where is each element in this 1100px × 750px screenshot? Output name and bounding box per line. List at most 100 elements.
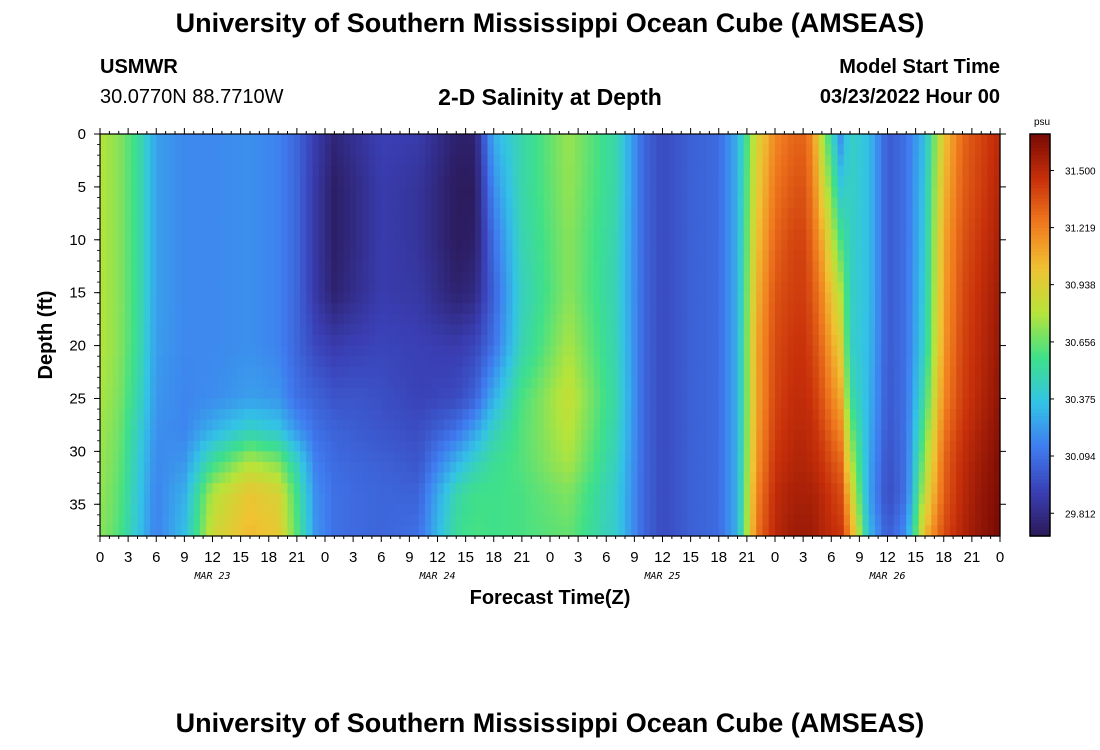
heatmap-cell [356, 430, 364, 442]
heatmap-cell [287, 313, 295, 326]
heatmap-cell [518, 504, 526, 516]
heatmap-cell [643, 313, 651, 326]
heatmap-cell [831, 260, 839, 273]
heatmap-cell [343, 461, 351, 474]
heatmap-cell [262, 282, 270, 294]
heatmap-cell [781, 324, 789, 336]
heatmap-cell [650, 419, 657, 431]
heatmap-cell [418, 208, 426, 220]
heatmap-cell [556, 356, 564, 368]
heatmap-cell [543, 176, 551, 188]
heatmap-cell [537, 419, 545, 431]
heatmap-cell [306, 430, 314, 442]
heatmap-cell [781, 335, 789, 347]
heatmap-cell [106, 250, 114, 262]
heatmap-cell [787, 493, 795, 505]
heatmap-cell [143, 356, 151, 368]
heatmap-cell [343, 409, 351, 421]
heatmap-cell [425, 282, 432, 294]
heatmap-cell [831, 493, 839, 505]
heatmap-cell [131, 208, 139, 220]
heatmap-cell [368, 419, 376, 431]
heatmap-cell [612, 144, 620, 156]
heatmap-cell [475, 324, 482, 336]
heatmap-cell [437, 303, 445, 315]
heatmap-cell [775, 208, 782, 220]
heatmap-cell [656, 335, 664, 347]
heatmap-cell [681, 250, 689, 262]
heatmap-cell [156, 525, 164, 537]
heatmap-cell [756, 218, 764, 230]
heatmap-cell [262, 292, 270, 304]
heatmap-cell [206, 134, 214, 146]
heatmap-cell [206, 430, 214, 442]
heatmap-cell [425, 377, 432, 389]
heatmap-cell [131, 409, 139, 421]
heatmap-cell [725, 440, 732, 452]
heatmap-cell [706, 409, 714, 421]
heatmap-cell [893, 525, 901, 537]
heatmap-cell [150, 239, 157, 251]
heatmap-cell [775, 313, 782, 326]
heatmap-cell [400, 260, 407, 273]
heatmap-cell [593, 525, 601, 537]
heatmap-cell [275, 218, 282, 230]
heatmap-cell [643, 461, 651, 474]
heatmap-cell [218, 387, 226, 400]
heatmap-cell [600, 451, 607, 463]
heatmap-cell [768, 398, 776, 410]
heatmap-cell [493, 345, 501, 357]
heatmap-cell [400, 409, 407, 421]
heatmap-cell [400, 292, 407, 304]
heatmap-cell [612, 335, 620, 347]
heatmap-cell [637, 366, 645, 378]
heatmap-cell [106, 504, 114, 516]
heatmap-cell [381, 409, 389, 421]
heatmap-cell [256, 155, 264, 167]
heatmap-cell [356, 155, 364, 167]
heatmap-cell [518, 483, 526, 495]
heatmap-cell [881, 208, 889, 220]
heatmap-cell [575, 229, 582, 241]
heatmap-cell [275, 260, 282, 273]
heatmap-cell [437, 239, 445, 251]
heatmap-cell [281, 430, 289, 442]
heatmap-cell [381, 472, 389, 484]
heatmap-cell [243, 218, 251, 230]
heatmap-cell [437, 208, 445, 220]
heatmap-cell [143, 472, 151, 484]
heatmap-cell [668, 514, 676, 527]
heatmap-cell [425, 176, 432, 188]
heatmap-cell [218, 430, 226, 442]
heatmap-cell [706, 461, 714, 474]
heatmap-cell [475, 440, 482, 452]
heatmap-cell [787, 155, 795, 167]
heatmap-cell [737, 461, 745, 474]
heatmap-cell [387, 313, 395, 326]
heatmap-cell [887, 155, 895, 167]
heatmap-cell [181, 134, 189, 146]
heatmap-cell [225, 451, 232, 463]
heatmap-cell [106, 197, 114, 209]
heatmap-cell [756, 493, 764, 505]
heatmap-cell [543, 419, 551, 431]
heatmap-cell [906, 144, 914, 156]
heatmap-cell [106, 218, 114, 230]
heatmap-cell [387, 387, 395, 400]
heatmap-cell [656, 218, 664, 230]
heatmap-cell [637, 324, 645, 336]
heatmap-cell [843, 345, 851, 357]
heatmap-cell [231, 165, 239, 177]
heatmap-cell [437, 250, 445, 262]
heatmap-cell [156, 250, 164, 262]
heatmap-cell [143, 165, 151, 177]
heatmap-cell [318, 144, 326, 156]
heatmap-cell [650, 303, 657, 315]
heatmap-cell [231, 260, 239, 273]
heatmap-cell [643, 514, 651, 527]
heatmap-cell [656, 493, 664, 505]
heatmap-cell [650, 461, 657, 474]
heatmap-cell [225, 493, 232, 505]
heatmap-cell [125, 366, 132, 378]
heatmap-cell [343, 377, 351, 389]
